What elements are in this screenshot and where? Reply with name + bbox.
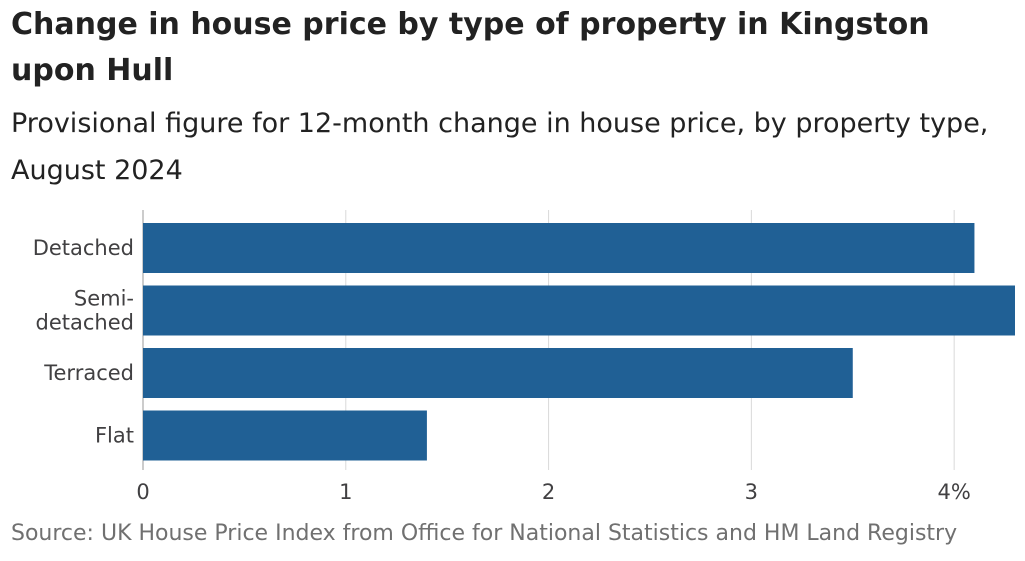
chart-source: Source: UK House Price Index from Office… <box>11 521 958 546</box>
bar-chart: Detached Semi-detached Terraced Flat 0 1 2 3 4% <box>33 210 1015 504</box>
category-label: Semi-detached <box>36 287 134 335</box>
bar <box>143 348 853 398</box>
bar <box>143 410 427 461</box>
bar <box>143 285 1015 336</box>
x-tick-label: 4% <box>937 480 970 504</box>
category-label: Terraced <box>43 361 134 385</box>
category-label: Detached <box>33 236 134 260</box>
x-axis-ticks: 0 1 2 3 4% <box>136 480 971 504</box>
chart-subtitle: Provisional figure for 12-month change i… <box>11 108 989 186</box>
x-tick-label: 1 <box>339 480 352 504</box>
category-labels: Detached Semi-detached Terraced Flat <box>33 236 134 448</box>
x-tick-label: 2 <box>542 480 555 504</box>
x-tick-label: 3 <box>745 480 758 504</box>
bars <box>143 223 1015 461</box>
bar <box>143 223 975 273</box>
x-tick-label: 0 <box>136 480 149 504</box>
category-label: Flat <box>95 424 134 448</box>
chart-title: Change in house price by type of propert… <box>11 7 930 88</box>
